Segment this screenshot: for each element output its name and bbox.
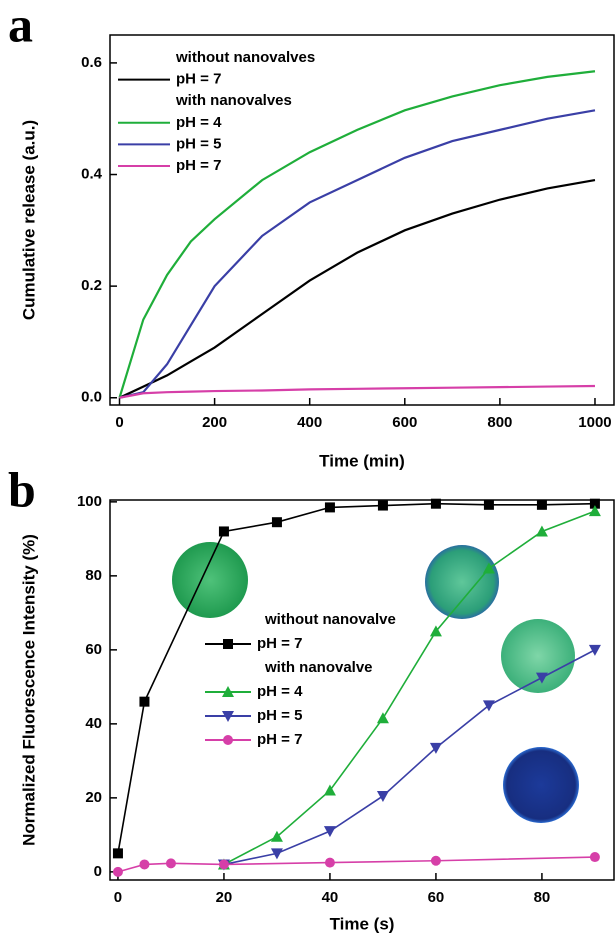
marker <box>139 696 150 707</box>
marker <box>324 857 335 868</box>
x-tick-label: 800 <box>487 414 512 431</box>
legend-label: pH = 5 <box>176 135 221 152</box>
marker <box>430 498 441 509</box>
marker <box>271 517 282 528</box>
legend-header: without nanovalves <box>175 49 315 66</box>
x-tick-label: 40 <box>322 889 339 906</box>
x-tick-label: 1000 <box>578 414 611 431</box>
series-line <box>118 70 596 399</box>
legend-label: pH = 7 <box>257 731 302 748</box>
marker <box>270 830 283 842</box>
marker <box>589 498 600 509</box>
y-tick-label: 80 <box>85 567 102 584</box>
marker <box>222 686 234 697</box>
y-tick-label: 100 <box>77 493 102 510</box>
x-tick-label: 400 <box>297 414 322 431</box>
y-axis-label: Normalized Fluorescence Intensity (%) <box>19 534 38 846</box>
marker <box>535 525 548 537</box>
series-line <box>119 109 596 399</box>
series-line <box>119 179 596 399</box>
x-tick-label: 60 <box>428 889 445 906</box>
legend-label: pH = 4 <box>176 114 222 131</box>
marker <box>376 712 389 724</box>
marker <box>588 505 601 517</box>
series-line <box>223 649 596 866</box>
marker <box>535 672 548 684</box>
marker <box>218 859 229 870</box>
legend-label: pH = 7 <box>257 635 302 652</box>
y-tick-label: 0.2 <box>81 277 102 294</box>
x-axis-label: Time (min) <box>319 451 405 470</box>
x-tick-label: 0 <box>114 889 122 906</box>
marker <box>324 502 335 513</box>
marker <box>483 499 494 510</box>
x-tick-label: 200 <box>202 414 227 431</box>
sample-photo <box>172 542 248 618</box>
series-line <box>119 384 595 399</box>
legend-header: with nanovalve <box>264 659 373 676</box>
legend-label: pH = 5 <box>257 707 302 724</box>
marker <box>270 848 283 860</box>
y-tick-label: 0.6 <box>81 54 102 71</box>
marker <box>222 711 234 722</box>
y-tick-label: 20 <box>85 789 102 806</box>
marker <box>223 735 233 745</box>
y-tick-label: 60 <box>85 641 102 658</box>
series-line <box>117 856 595 873</box>
marker <box>139 859 150 870</box>
panel-label: a <box>8 0 33 52</box>
y-tick-label: 40 <box>85 715 102 732</box>
sample-photo <box>501 619 575 693</box>
marker <box>323 826 336 838</box>
x-axis-label: Time (s) <box>330 914 395 933</box>
marker <box>536 499 547 510</box>
sample-photo <box>425 545 499 619</box>
marker <box>323 784 336 796</box>
legend-header: with nanovalves <box>175 92 292 109</box>
x-tick-label: 0 <box>115 414 123 431</box>
y-axis-label: Cumulative release (a.u.) <box>19 120 38 320</box>
x-tick-label: 80 <box>534 889 551 906</box>
marker <box>112 866 123 877</box>
marker <box>223 639 233 649</box>
plot-frame <box>109 499 615 881</box>
marker <box>482 700 495 712</box>
marker <box>376 791 389 803</box>
legend-label: pH = 4 <box>257 683 303 700</box>
marker <box>377 500 388 511</box>
marker <box>165 858 176 869</box>
x-tick-label: 20 <box>216 889 233 906</box>
marker <box>429 625 442 637</box>
marker <box>429 742 442 754</box>
marker <box>218 526 229 537</box>
marker <box>589 852 600 863</box>
sample-photo <box>503 747 579 823</box>
legend-label: pH = 7 <box>176 71 221 88</box>
marker <box>482 562 495 574</box>
plot-frame <box>109 34 615 406</box>
marker <box>112 848 123 859</box>
x-tick-label: 600 <box>392 414 417 431</box>
y-tick-label: 0.0 <box>81 389 102 406</box>
legend-header: without nanovalve <box>264 611 396 628</box>
marker <box>588 644 601 656</box>
y-tick-label: 0.4 <box>81 165 103 182</box>
marker <box>430 855 441 866</box>
series-line <box>223 510 596 866</box>
panel-label: b <box>8 461 36 517</box>
legend-label: pH = 7 <box>176 157 221 174</box>
y-tick-label: 0 <box>94 863 102 880</box>
series-line <box>117 502 595 854</box>
